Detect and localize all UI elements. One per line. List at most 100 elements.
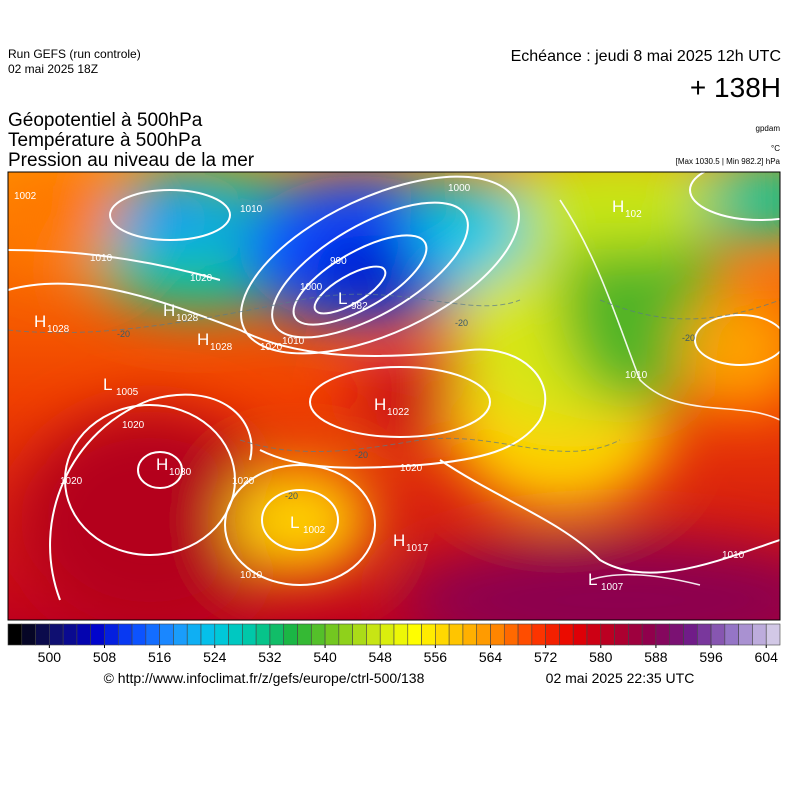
colorbar-swatch <box>35 623 50 646</box>
isobar-label: 990 <box>330 256 347 267</box>
colorbar-swatch <box>214 623 229 646</box>
center-letter: H <box>197 330 209 349</box>
colorbar-swatch <box>283 623 298 646</box>
colorbar-swatch <box>200 623 216 646</box>
colorbar-swatch <box>738 623 753 646</box>
colorbar-tick-label: 540 <box>313 649 337 665</box>
colorbar-swatch <box>338 623 353 646</box>
colorbar-swatch <box>255 623 271 646</box>
isobar-label: 1010 <box>240 570 263 581</box>
center-pressure: 1005 <box>116 387 139 398</box>
colorbar-swatch <box>104 623 119 646</box>
isobar-label: 1010 <box>282 336 305 347</box>
lead-time: + 138H <box>690 72 781 103</box>
temperature-label: -20 <box>455 318 468 328</box>
colorbar-swatch <box>324 623 340 646</box>
unit-label: [Max 1030.5 | Min 982.2] hPa <box>676 157 781 166</box>
center-letter: L <box>103 375 112 394</box>
center-pressure: 982 <box>351 301 368 312</box>
center-letter: H <box>34 312 46 331</box>
colorbar-tick-label: 556 <box>424 649 448 665</box>
colorbar-swatch <box>752 623 767 646</box>
colorbar-tick-label: 588 <box>644 649 668 665</box>
colorbar-swatch <box>297 623 312 646</box>
colorbar-swatch <box>600 623 615 646</box>
isobar-label: 1020 <box>60 476 83 487</box>
colorbar-tick-label: 500 <box>38 649 62 665</box>
center-pressure: 1028 <box>47 324 70 335</box>
colorbar-tick-label: 572 <box>534 649 558 665</box>
title-line: Géopotentiel à 500hPa <box>8 110 203 131</box>
colorbar-swatch <box>242 623 257 646</box>
isobar-label: 1020 <box>400 463 423 474</box>
colorbar-swatch <box>421 623 436 646</box>
center-pressure: 1028 <box>210 342 233 353</box>
colorbar-swatch <box>614 623 629 646</box>
center-pressure: 1002 <box>303 525 326 536</box>
colorbar-swatch <box>476 623 491 646</box>
colorbar-swatch <box>173 623 188 646</box>
colorbar-tick-label: 508 <box>93 649 117 665</box>
title-line: Température à 500hPa <box>8 130 202 151</box>
colorbar-swatch <box>145 623 160 646</box>
center-letter: H <box>612 197 624 216</box>
temperature-label: -20 <box>117 329 130 339</box>
colorbar-swatch <box>724 623 739 646</box>
title-line: Pression au niveau de la mer <box>8 150 255 171</box>
colorbar-swatch <box>352 623 367 646</box>
colorbar-swatch <box>517 623 533 646</box>
isobar-label: 1002 <box>14 191 37 202</box>
colorbar-swatch <box>490 623 505 646</box>
colorbar-swatch <box>90 623 105 646</box>
colorbar-tick-label: 564 <box>479 649 503 665</box>
colorbar-swatch <box>503 623 519 646</box>
unit-label: °C <box>771 144 780 153</box>
colorbar-swatch <box>710 623 726 646</box>
colorbar-swatch <box>49 623 64 646</box>
colorbar-swatch <box>655 623 671 646</box>
colorbar-swatch <box>186 623 202 646</box>
colorbar: 500 508 516 524 532 540 548 556 564 572 580 588 596 6… <box>7 623 781 665</box>
isobar-label: 1000 <box>448 183 471 194</box>
isobar-label: 1010 <box>90 253 113 264</box>
generated-time: 02 mai 2025 22:35 UTC <box>546 670 695 686</box>
temperature-label: -20 <box>682 333 695 343</box>
center-letter: L <box>290 513 299 532</box>
colorbar-tick-label: 524 <box>203 649 227 665</box>
colorbar-tick-label: 548 <box>369 649 393 665</box>
colorbar-swatch <box>7 623 23 646</box>
center-pressure: 1017 <box>406 543 429 554</box>
colorbar-swatch <box>269 623 285 646</box>
colorbar-swatch <box>669 623 684 646</box>
run-date: 02 mai 2025 18Z <box>8 62 98 76</box>
colorbar-swatch <box>641 623 657 646</box>
source-link: © http://www.infoclimat.fr/z/gefs/europe… <box>104 670 425 686</box>
colorbar-swatch <box>228 623 243 646</box>
center-pressure: 1007 <box>601 582 624 593</box>
colorbar-swatch <box>572 623 588 646</box>
colorbar-swatch <box>628 623 643 646</box>
colorbar-swatch <box>683 623 698 646</box>
temperature-label: -20 <box>285 491 298 501</box>
isobar-label: 1000 <box>300 282 323 293</box>
colorbar-swatch <box>117 623 133 646</box>
colorbar-swatch <box>366 623 381 646</box>
colorbar-swatch <box>559 623 574 646</box>
colorbar-swatch <box>586 623 602 646</box>
isobar-label: 1010 <box>722 550 745 561</box>
map-field <box>8 172 780 620</box>
colorbar-swatch <box>462 623 478 646</box>
colorbar-swatch <box>310 623 326 646</box>
center-letter: H <box>374 395 386 414</box>
colorbar-tick-label: 532 <box>258 649 282 665</box>
colorbar-swatch <box>76 623 92 646</box>
isobar-label: 1020 <box>190 273 213 284</box>
colorbar-swatch <box>448 623 464 646</box>
isobar-label: 1010 <box>240 204 263 215</box>
center-letter: H <box>163 301 175 320</box>
colorbar-swatch <box>159 623 174 646</box>
colorbar-swatch <box>435 623 450 646</box>
colorbar-swatch <box>21 623 36 646</box>
